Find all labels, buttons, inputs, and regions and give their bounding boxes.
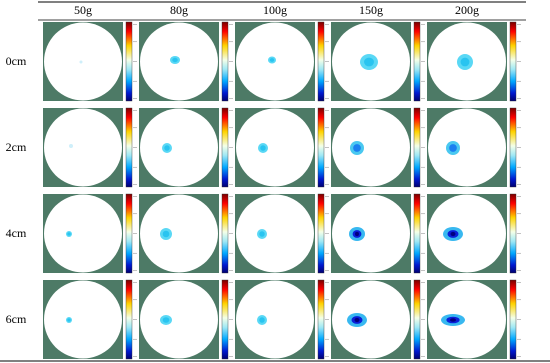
sensor-area	[428, 194, 506, 273]
colorbar	[509, 21, 517, 102]
pressure-map	[427, 107, 521, 188]
colorbar	[221, 193, 229, 274]
pressure-map	[235, 21, 329, 102]
pressure-map	[139, 21, 233, 102]
pressure-map	[43, 107, 137, 188]
column-header: 100g	[263, 3, 287, 17]
sensor-area	[332, 108, 410, 187]
pressure-core	[259, 231, 265, 237]
pressure-core	[260, 145, 266, 151]
pressure-map	[331, 193, 425, 274]
sensor-area	[428, 280, 506, 359]
column-header: 50g	[74, 3, 92, 17]
colorbar	[221, 21, 229, 102]
colorbar	[317, 279, 325, 360]
colorbar	[125, 279, 133, 360]
pressure-core	[162, 230, 170, 238]
pressure-core	[162, 317, 170, 323]
colorbar	[509, 279, 517, 360]
sensor-area	[428, 108, 506, 187]
colorbar	[125, 193, 133, 274]
colorbar	[125, 107, 133, 188]
sensor-area	[140, 280, 218, 359]
colorbar	[221, 279, 229, 360]
sensor-area	[332, 280, 410, 359]
pressure-peak	[450, 231, 456, 237]
pressure-map	[43, 193, 137, 274]
pressure-map	[331, 21, 425, 102]
pressure-peak	[355, 231, 359, 237]
pressure-map	[139, 193, 233, 274]
pressure-core	[67, 232, 71, 236]
pressure-map	[235, 107, 329, 188]
colorbar	[125, 21, 133, 102]
pressure-blob	[79, 60, 83, 64]
pressure-core	[364, 57, 374, 67]
pressure-map	[43, 21, 137, 102]
pressure-map	[139, 279, 233, 360]
colorbar	[413, 107, 421, 188]
pressure-core	[460, 57, 470, 67]
sensor-area	[332, 194, 410, 273]
row-label: 0cm	[6, 54, 27, 68]
colorbar	[413, 21, 421, 102]
sensor-area	[44, 280, 122, 359]
sensor-area	[140, 194, 218, 273]
colorbar	[317, 107, 325, 188]
row-label: 4cm	[6, 226, 27, 240]
row-label: 2cm	[6, 140, 27, 154]
sensor-area	[140, 108, 218, 187]
pressure-map	[235, 279, 329, 360]
pressure-peak	[354, 317, 360, 323]
pressure-core	[353, 144, 361, 152]
pressure-core	[449, 144, 457, 152]
colorbar	[317, 193, 325, 274]
sensor-area	[236, 108, 314, 187]
row-label: 6cm	[6, 312, 27, 326]
pressure-core	[172, 57, 178, 63]
pressure-peak	[450, 318, 456, 322]
column-header: 80g	[170, 3, 188, 17]
colorbar	[221, 107, 229, 188]
pressure-map	[139, 107, 233, 188]
pressure-map	[427, 279, 521, 360]
pressure-map	[43, 279, 137, 360]
colorbar	[413, 193, 421, 274]
sensor-area	[44, 108, 122, 187]
pressure-map	[427, 21, 521, 102]
sensor-area	[236, 194, 314, 273]
pressure-core	[259, 317, 265, 323]
colorbar	[509, 107, 517, 188]
pressure-map	[427, 193, 521, 274]
pressure-core	[164, 145, 170, 151]
pressure-core	[67, 318, 71, 322]
colorbar	[509, 193, 517, 274]
sensor-area	[44, 194, 122, 273]
sensor-area	[44, 22, 122, 101]
colorbar	[317, 21, 325, 102]
pressure-map	[331, 107, 425, 188]
pressure-core	[269, 58, 275, 62]
colorbar	[413, 279, 421, 360]
pressure-map	[331, 279, 425, 360]
pressure-map	[235, 193, 329, 274]
sensor-area	[236, 280, 314, 359]
column-header: 200g	[455, 3, 479, 17]
pressure-blob	[69, 144, 73, 148]
column-header: 150g	[359, 3, 383, 17]
